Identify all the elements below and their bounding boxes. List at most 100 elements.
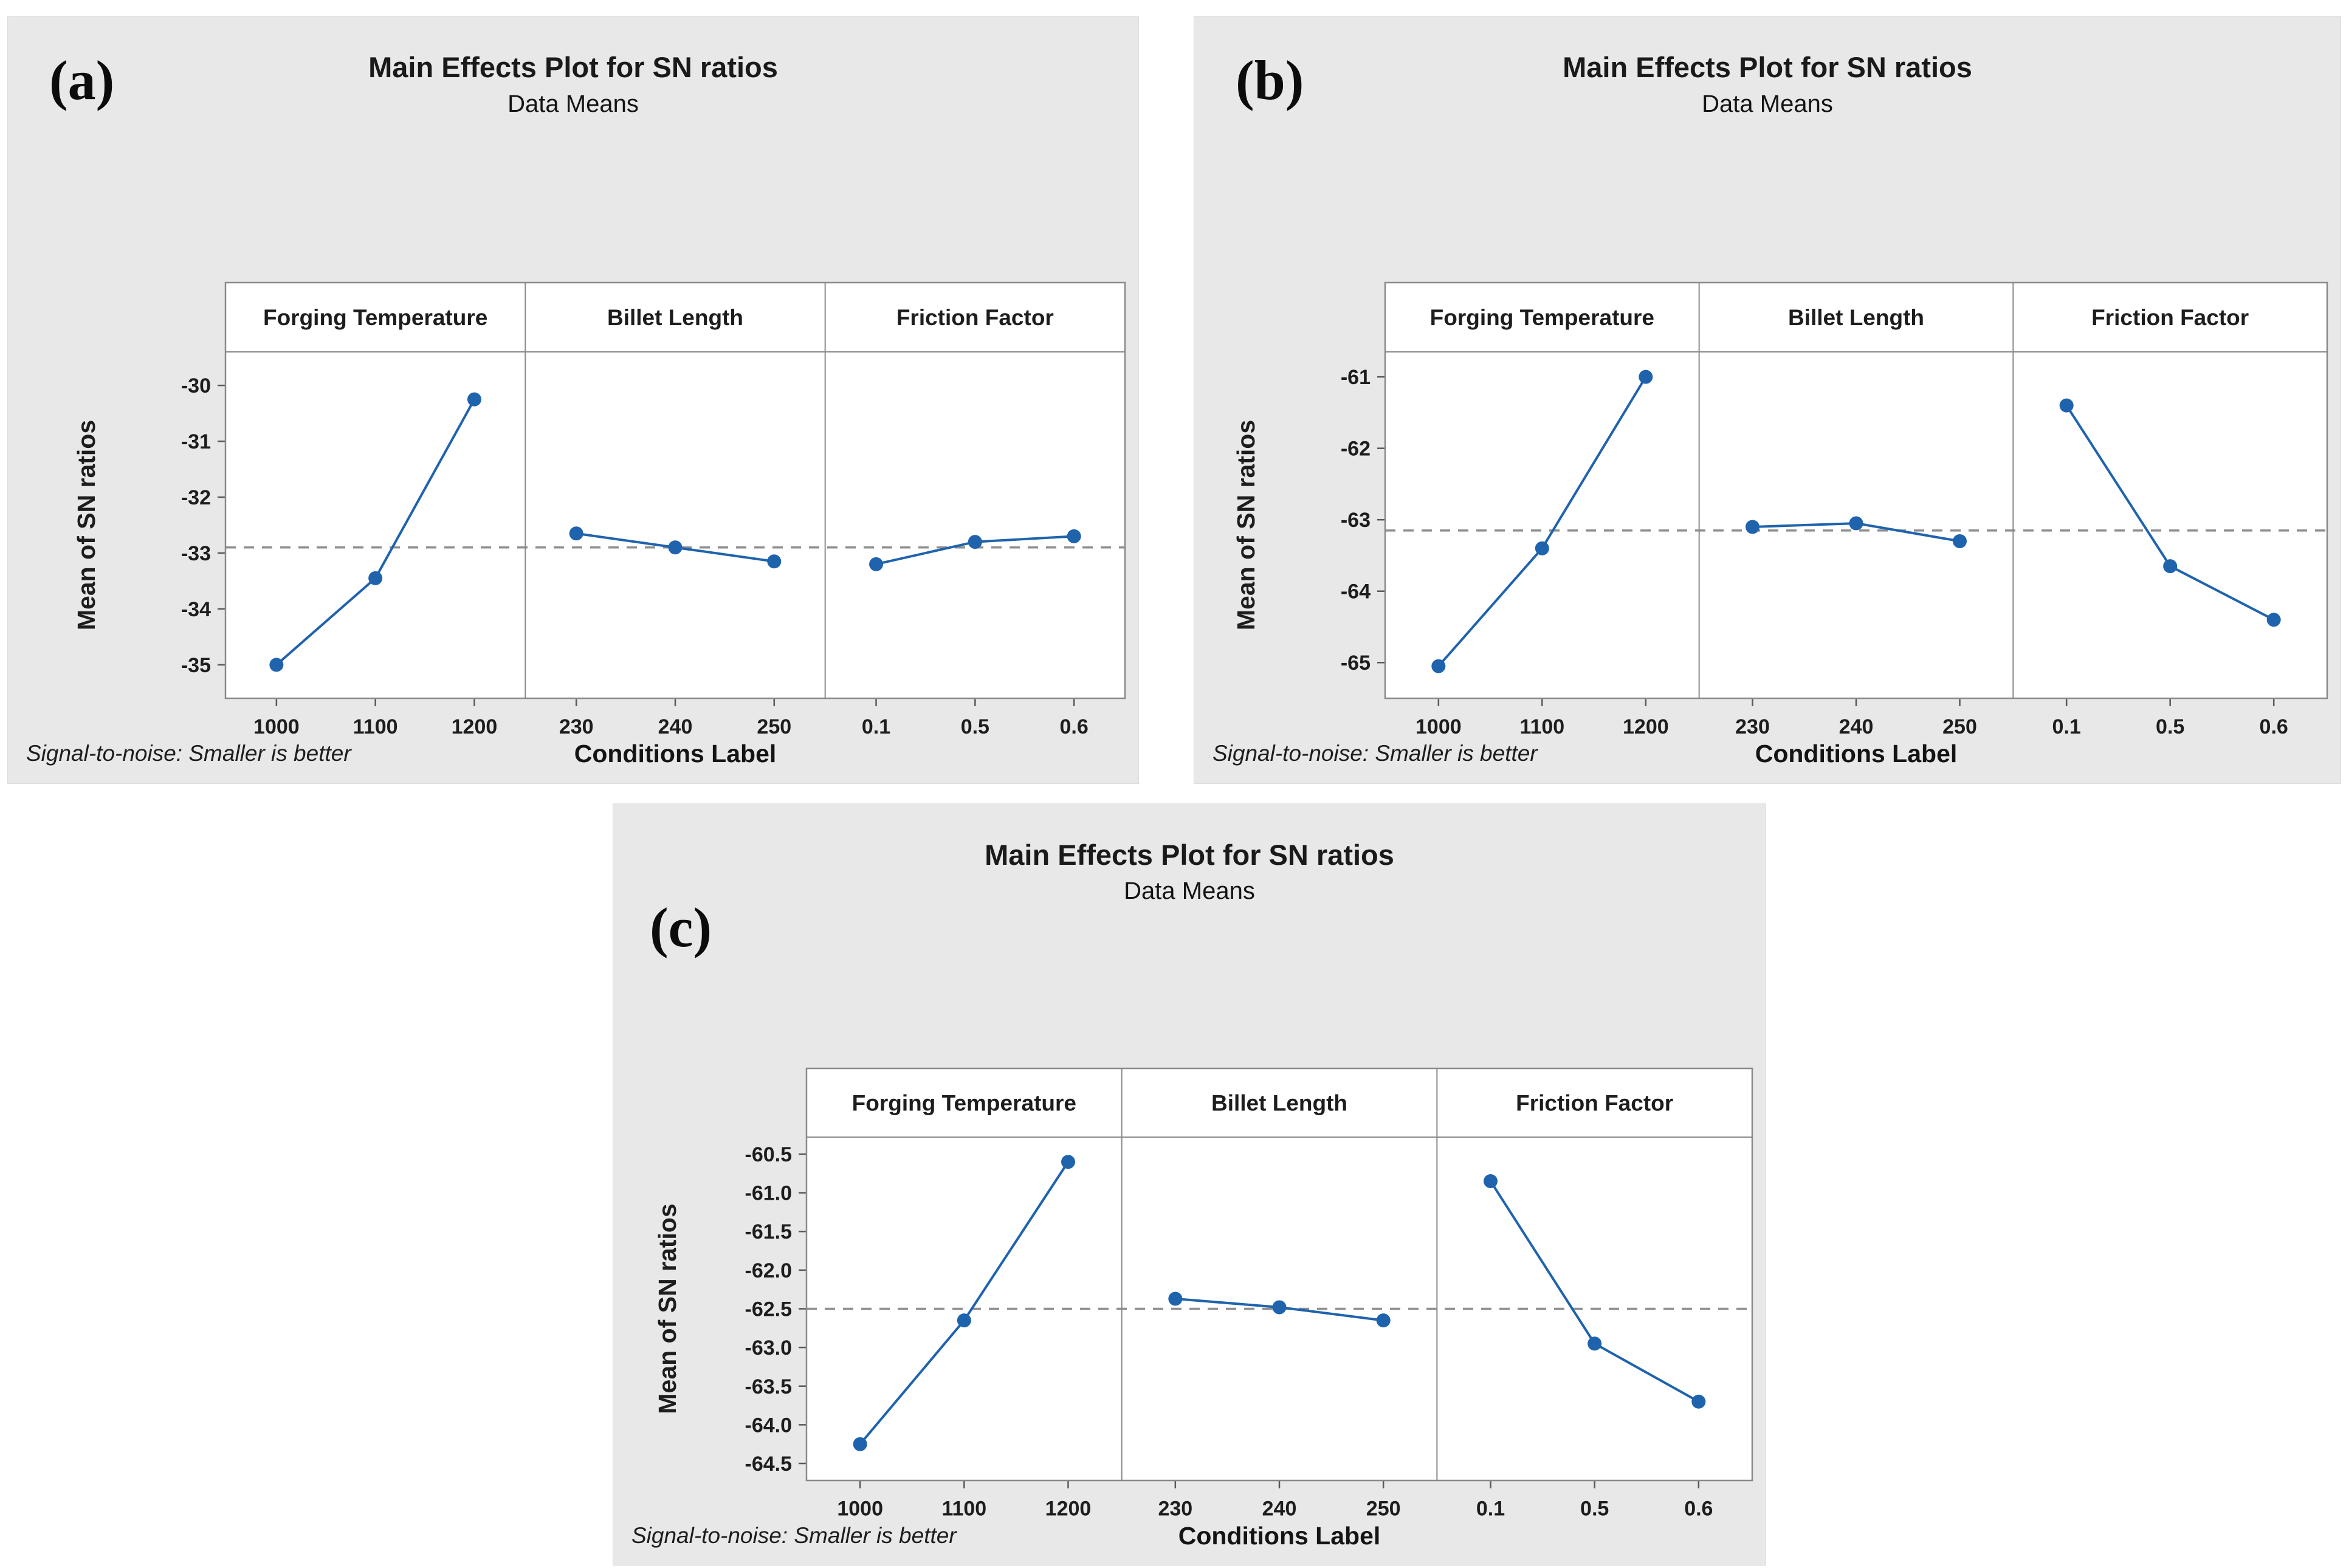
factor-header-label: Billet Length [1211, 1091, 1347, 1116]
x-axis-title-b: Conditions Label [1755, 740, 1958, 768]
y-tick-label: -35 [181, 654, 211, 677]
plot-frame [224, 281, 1126, 700]
x-tick-label: 0.1 [2052, 715, 2081, 738]
panel-b-card: -61 -62 -63 -64 -65 Forging Temperature 1000 11… [1194, 16, 2341, 784]
data-point [1061, 1155, 1075, 1169]
x-tick-label: 240 [658, 715, 693, 738]
x-tick-label: 1100 [353, 715, 398, 738]
data-point [1691, 1394, 1706, 1409]
panel-letter-a: (a) [49, 49, 115, 111]
chart-title-a: Main Effects Plot for SN ratios [368, 51, 778, 83]
chart-title-c: Main Effects Plot for SN ratios [985, 839, 1394, 871]
x-tick-label: 0.5 [2156, 715, 2184, 738]
factor-header-band [807, 1068, 1752, 1137]
x-tick-label: 0.6 [2260, 715, 2288, 738]
x-tick-label: 0.5 [961, 715, 989, 738]
chart-title-b: Main Effects Plot for SN ratios [1563, 51, 1972, 83]
footnote-b: Signal-to-noise: Smaller is better [1213, 741, 1538, 766]
y-axis-title: Mean of SN ratios [1232, 420, 1260, 630]
factor-header-band [1385, 283, 2327, 352]
footnote-c: Signal-to-noise: Smaller is better [631, 1523, 957, 1548]
factor-header-label: Billet Length [1788, 305, 1924, 330]
y-tick-label: -64.0 [745, 1414, 793, 1437]
main-effects-chart-c: -60.5 -61.0 -61.5 -62.0 -62.5 -63.0 -63.5 -64.0… [653, 1067, 1753, 1521]
chart-subtitle-b: Data Means [1702, 91, 1833, 117]
y-tick-label: -63.0 [745, 1336, 793, 1360]
data-point [1376, 1313, 1391, 1328]
x-tick-label: 1000 [837, 1498, 883, 1521]
y-tick-label: -60.5 [745, 1143, 793, 1166]
plot-frame [805, 1067, 1753, 1482]
data-point [869, 557, 884, 571]
y-tick-label: -63.5 [745, 1375, 793, 1398]
factor-header-label: Friction Factor [1516, 1091, 1673, 1116]
y-tick-label: -62.5 [745, 1298, 793, 1321]
x-tick-label: 1100 [941, 1498, 986, 1521]
data-point [1953, 534, 1967, 548]
y-tick-label: -64.5 [745, 1453, 793, 1476]
plot-area [225, 352, 1125, 698]
x-tick-label: 240 [1262, 1498, 1297, 1521]
footnote-a: Signal-to-noise: Smaller is better [26, 741, 351, 766]
x-tick-label: 250 [1366, 1498, 1401, 1521]
y-axis-title: Mean of SN ratios [653, 1203, 681, 1414]
data-point [467, 392, 481, 407]
factor-header-label: Forging Temperature [263, 305, 487, 330]
data-point [2163, 559, 2178, 574]
main-effects-chart-b: -61 -62 -63 -64 -65 Forging Temperature 1000 11… [1232, 281, 2328, 738]
panel-c-card: -60.5 -61.0 -61.5 -62.0 -62.5 -63.0 -63.5 -64.0… [613, 803, 1766, 1566]
x-axis-title-a: Conditions Label [574, 740, 777, 768]
x-tick-label: 0.1 [862, 715, 890, 738]
main-effects-chart-a: -30 -31 -32 -33 -34 -35 Forging Temperature 100… [72, 281, 1126, 738]
x-tick-label: 230 [1158, 1498, 1192, 1521]
y-tick-label: -61.5 [745, 1220, 793, 1243]
plot-frame [1384, 281, 2328, 700]
panel-a-card: -30 -31 -32 -33 -34 -35 Forging Temperature 100… [7, 16, 1139, 784]
data-point [1746, 520, 1760, 534]
data-point [1639, 370, 1653, 384]
y-tick-label: -32 [181, 486, 211, 509]
x-tick-label: 1200 [1623, 715, 1669, 738]
y-tick-label: -62.0 [745, 1259, 793, 1282]
y-tick-label: -33 [181, 542, 211, 565]
data-point [1272, 1300, 1287, 1315]
data-point [269, 658, 284, 672]
data-point [853, 1437, 867, 1451]
x-tick-label: 1000 [1416, 715, 1462, 738]
y-tick-label: -34 [181, 598, 211, 621]
y-tick-label: -63 [1341, 509, 1371, 532]
factor-header-label: Friction Factor [2091, 305, 2249, 330]
x-tick-label: 0.6 [1684, 1498, 1713, 1521]
data-point [668, 540, 683, 555]
data-point [968, 535, 982, 549]
data-point [1067, 529, 1081, 543]
data-point [1431, 659, 1446, 673]
data-point [957, 1313, 971, 1328]
data-point [1484, 1174, 1498, 1189]
data-point [1535, 541, 1549, 555]
y-tick-label: -64 [1341, 580, 1371, 603]
data-point [368, 571, 383, 585]
x-axis-title-c: Conditions Label [1178, 1522, 1381, 1550]
panel-letter-c: (c) [650, 896, 712, 958]
data-point [767, 554, 782, 569]
factor-header-band [225, 283, 1125, 352]
data-point [2059, 398, 2074, 413]
x-tick-label: 1000 [253, 715, 300, 738]
data-point [1588, 1336, 1602, 1351]
data-point [569, 526, 583, 541]
y-tick-label: -61.0 [745, 1182, 793, 1205]
panel-letter-b: (b) [1236, 49, 1304, 111]
y-tick-label: -61 [1341, 366, 1371, 389]
factor-header-label: Billet Length [607, 305, 743, 330]
x-tick-label: 230 [1735, 715, 1770, 738]
factor-header-label: Friction Factor [896, 305, 1054, 330]
data-point [2266, 613, 2281, 627]
x-tick-label: 250 [757, 715, 791, 738]
y-tick-label: -31 [181, 430, 211, 453]
x-tick-label: 250 [1942, 715, 1977, 738]
x-tick-label: 0.6 [1060, 715, 1089, 738]
chart-subtitle-a: Data Means [507, 91, 639, 117]
factor-header-label: Forging Temperature [852, 1091, 1076, 1116]
